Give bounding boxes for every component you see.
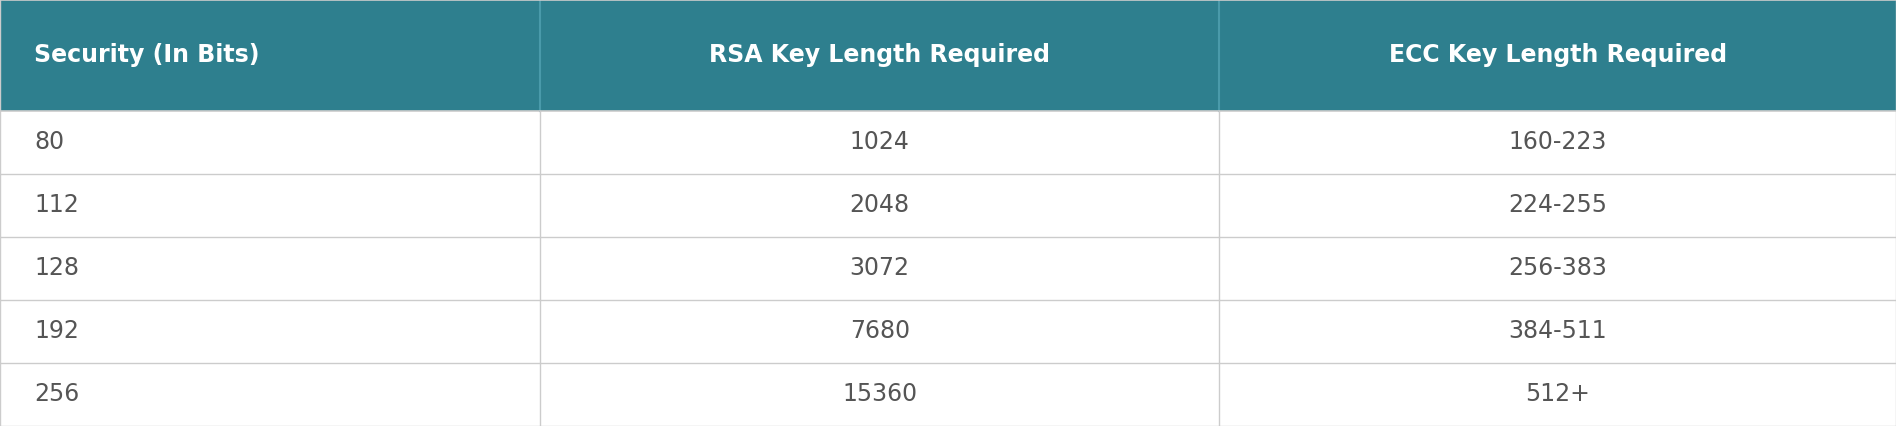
- Bar: [1219, 0, 1896, 111]
- Text: 80: 80: [34, 130, 64, 154]
- Bar: [540, 237, 1219, 300]
- Bar: [1219, 174, 1896, 237]
- Bar: [540, 363, 1219, 426]
- Bar: [0, 174, 540, 237]
- Text: 192: 192: [34, 320, 80, 343]
- Text: 7680: 7680: [849, 320, 910, 343]
- Text: Security (In Bits): Security (In Bits): [34, 43, 260, 67]
- Text: ECC Key Length Required: ECC Key Length Required: [1388, 43, 1727, 67]
- Bar: [540, 174, 1219, 237]
- Bar: [1219, 363, 1896, 426]
- Text: 512+: 512+: [1524, 383, 1591, 406]
- Bar: [0, 300, 540, 363]
- Bar: [1219, 111, 1896, 174]
- Text: 15360: 15360: [842, 383, 918, 406]
- Text: 112: 112: [34, 193, 80, 217]
- Text: 160-223: 160-223: [1509, 130, 1606, 154]
- Bar: [0, 111, 540, 174]
- Text: 3072: 3072: [849, 256, 910, 280]
- Text: RSA Key Length Required: RSA Key Length Required: [709, 43, 1050, 67]
- Text: 2048: 2048: [849, 193, 910, 217]
- Bar: [0, 363, 540, 426]
- Bar: [540, 0, 1219, 111]
- Text: 384-511: 384-511: [1507, 320, 1608, 343]
- Bar: [1219, 300, 1896, 363]
- Bar: [540, 300, 1219, 363]
- Text: 256-383: 256-383: [1507, 256, 1608, 280]
- Text: 128: 128: [34, 256, 80, 280]
- Bar: [0, 237, 540, 300]
- Bar: [540, 111, 1219, 174]
- Text: 256: 256: [34, 383, 80, 406]
- Text: 1024: 1024: [849, 130, 910, 154]
- Bar: [1219, 237, 1896, 300]
- Text: 224-255: 224-255: [1507, 193, 1608, 217]
- Bar: [0, 0, 540, 111]
